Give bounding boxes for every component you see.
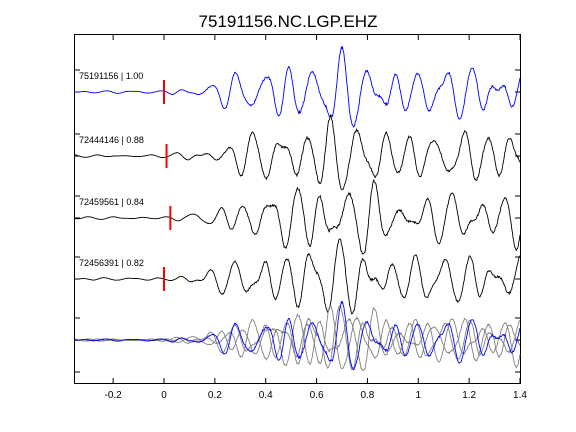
stack-waveform-1 xyxy=(75,300,521,371)
trace-label-1: 75191156 | 1.00 xyxy=(79,71,143,81)
trace-label-2: 72444146 | 0.88 xyxy=(79,135,144,145)
trace-waveform-1 xyxy=(75,45,521,128)
x-tick-label: 1.4 xyxy=(513,390,527,401)
x-tick-label: 0 xyxy=(161,390,167,401)
x-tick-label: 1 xyxy=(416,390,422,401)
x-tick-label: 0.8 xyxy=(360,390,374,401)
trace-label-4: 72456391 | 0.82 xyxy=(79,258,144,268)
trace-labels: 75191156 | 1.00 72444146 | 0.88 72459561 |… xyxy=(79,71,144,268)
x-tick-label: -0.2 xyxy=(105,390,123,401)
trace-waveform-4 xyxy=(75,238,521,315)
stack-waveform-3 xyxy=(74,306,521,371)
trace-waveform-2 xyxy=(74,113,521,191)
x-tick-label: 1.2 xyxy=(462,390,476,401)
trace-label-3: 72459561 | 0.84 xyxy=(79,197,144,207)
traces xyxy=(74,45,521,315)
stacked-overlay xyxy=(74,300,521,371)
axis-ticks: -0.2 0 0.2 0.4 0.6 0.8 1 1.2 1.4 xyxy=(75,35,527,401)
chart-title: 75191156.NC.LGP.EHZ xyxy=(199,12,378,31)
x-tick-label: 0.2 xyxy=(208,390,222,401)
x-tick-label: 0.4 xyxy=(259,390,273,401)
trace-waveform-3 xyxy=(74,178,521,255)
plot-frame xyxy=(74,34,521,384)
x-tick-label: 0.6 xyxy=(310,390,324,401)
